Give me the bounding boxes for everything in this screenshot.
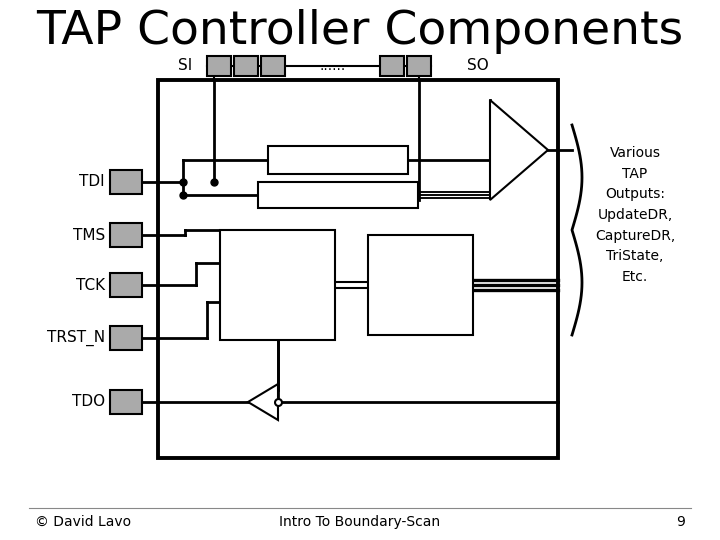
Text: Finite: Finite xyxy=(257,261,298,276)
Bar xyxy=(380,56,404,76)
Text: TDO: TDO xyxy=(72,395,105,409)
Bar xyxy=(207,56,231,76)
Bar xyxy=(110,273,142,297)
Text: Instruction: Instruction xyxy=(384,269,458,283)
Bar xyxy=(258,182,418,208)
Text: TDI: TDI xyxy=(79,174,105,190)
Bar xyxy=(220,230,335,340)
Text: TAP Controller Components: TAP Controller Components xyxy=(37,10,683,55)
Text: Bypass Reg.: Bypass Reg. xyxy=(296,153,380,167)
Text: TCK: TCK xyxy=(76,278,105,293)
Text: SI: SI xyxy=(178,58,192,73)
Bar xyxy=(110,170,142,194)
Text: Instruction Register: Instruction Register xyxy=(270,188,406,202)
Bar xyxy=(110,326,142,350)
Text: SO: SO xyxy=(467,58,489,73)
Bar xyxy=(158,80,558,458)
Bar xyxy=(261,56,285,76)
Text: State: State xyxy=(257,278,298,293)
Text: Various
TAP
Outputs:
UpdateDR,
CaptureDR,
TriState,
Etc.: Various TAP Outputs: UpdateDR, CaptureDR… xyxy=(595,146,675,284)
Polygon shape xyxy=(248,384,278,420)
Bar xyxy=(234,56,258,76)
Text: Decode: Decode xyxy=(394,287,447,301)
Text: TRST_N: TRST_N xyxy=(47,330,105,346)
Text: Intro To Boundary-Scan: Intro To Boundary-Scan xyxy=(279,515,441,529)
Bar xyxy=(368,235,473,335)
Text: ......: ...... xyxy=(320,59,346,73)
Bar xyxy=(110,390,142,414)
Bar xyxy=(110,223,142,247)
Bar xyxy=(268,146,408,174)
Polygon shape xyxy=(490,100,548,200)
Text: 9: 9 xyxy=(676,515,685,529)
Text: © David Lavo: © David Lavo xyxy=(35,515,131,529)
Text: TMS: TMS xyxy=(73,227,105,242)
Text: Machine: Machine xyxy=(246,294,310,308)
Bar xyxy=(407,56,431,76)
